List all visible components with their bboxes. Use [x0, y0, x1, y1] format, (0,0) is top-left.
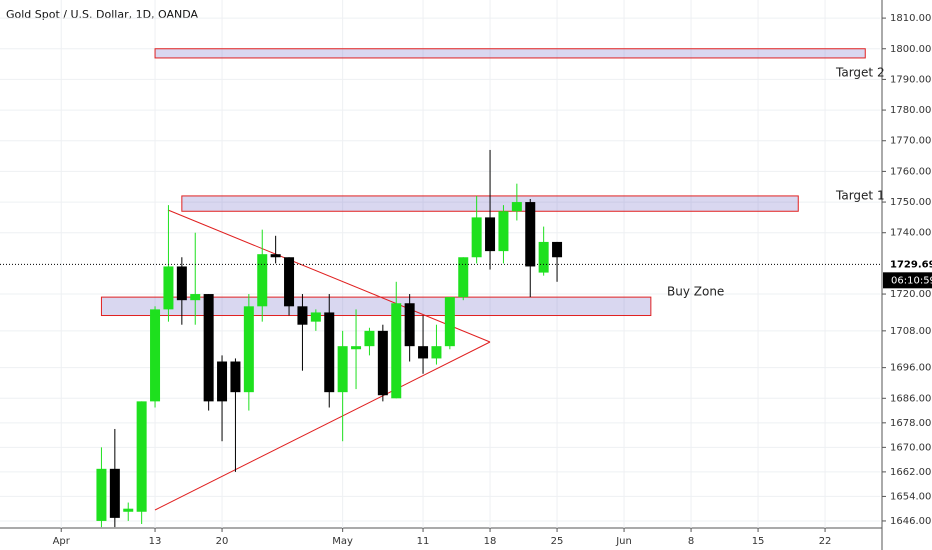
y-tick-label: 1696.000 [890, 363, 932, 374]
countdown-box [883, 272, 932, 289]
candle-body [552, 241, 563, 258]
candle-body [150, 309, 161, 402]
candle-body [176, 266, 187, 301]
candle-body [96, 468, 107, 521]
candle-body [351, 346, 362, 350]
y-tick-label: 1646.000 [890, 516, 932, 527]
candle-body [377, 330, 388, 396]
candle-body [109, 468, 120, 518]
x-tick-label: 18 [484, 536, 497, 547]
y-tick-label: 1720.000 [890, 289, 932, 300]
x-tick-label: 11 [417, 536, 430, 547]
zone-label: Buy Zone [667, 285, 724, 299]
y-tick-label: 1770.000 [890, 136, 932, 147]
countdown-label: 06:10:59 [891, 275, 932, 286]
y-tick-label: 1740.000 [890, 228, 932, 239]
zone-label: Target 1 [835, 189, 885, 203]
x-tick-label: 13 [149, 536, 162, 547]
y-tick-label: 1790.000 [890, 74, 932, 85]
candle-body [136, 401, 147, 512]
y-tick-label: 1800.000 [890, 44, 932, 55]
triangle-drawing [154, 209, 491, 511]
candle-body [297, 306, 308, 325]
x-tick-label: May [332, 536, 353, 547]
candle-body [243, 306, 254, 393]
chart-title: Gold Spot / U.S. Dollar, 1D, OANDA [6, 8, 199, 21]
candle-body [418, 346, 429, 359]
candle-body [458, 257, 469, 298]
candle-body [511, 202, 522, 212]
y-tick-label: 1780.000 [890, 105, 932, 116]
candle-body [337, 346, 348, 393]
candle-body [404, 303, 415, 347]
candle-body [444, 297, 455, 347]
y-tick-label: 1678.000 [890, 418, 932, 429]
y-tick-label: 1670.000 [890, 442, 932, 453]
x-tick-label: 20 [216, 536, 229, 547]
candle-body [471, 217, 482, 258]
candle-body [485, 217, 496, 252]
x-tick-label: 8 [688, 536, 694, 547]
x-tick-label: 25 [551, 536, 564, 547]
x-tick-label: Jun [615, 536, 632, 547]
candle-body [257, 254, 268, 307]
candle-body [217, 361, 228, 402]
x-tick-label: 22 [819, 536, 832, 547]
x-tick-label: 15 [752, 536, 765, 547]
candle-body [538, 241, 549, 273]
y-tick-label: 1708.000 [890, 326, 932, 337]
candle-body [123, 508, 134, 512]
candle-body [163, 266, 174, 310]
y-tick-label: 1662.000 [890, 467, 932, 478]
candle-body [203, 294, 214, 402]
candle-body [284, 257, 295, 307]
last-price-label: 1729.695 [890, 259, 932, 270]
candle-body [525, 202, 536, 267]
y-tick-label: 1654.000 [890, 491, 932, 502]
zone-label: Target 2 [835, 66, 885, 80]
candle-body [324, 312, 335, 393]
candle-body [498, 211, 509, 252]
candle-body [431, 346, 442, 359]
y-tick-label: 1760.000 [890, 166, 932, 177]
x-tick-label: Apr [53, 536, 71, 547]
zone [100, 296, 652, 317]
candle-body [230, 361, 241, 393]
last-price-box [883, 256, 932, 273]
trend-line [154, 341, 491, 511]
trend-line [167, 209, 491, 343]
candle-body [364, 330, 375, 347]
y-tick-label: 1810.000 [890, 13, 932, 24]
y-tick-label: 1750.000 [890, 197, 932, 208]
candle-body [190, 294, 201, 301]
candle-body [310, 312, 321, 322]
candle-body [391, 303, 402, 399]
y-tick-label: 1686.000 [890, 393, 932, 404]
candle-body [270, 254, 281, 258]
zone [154, 48, 866, 59]
